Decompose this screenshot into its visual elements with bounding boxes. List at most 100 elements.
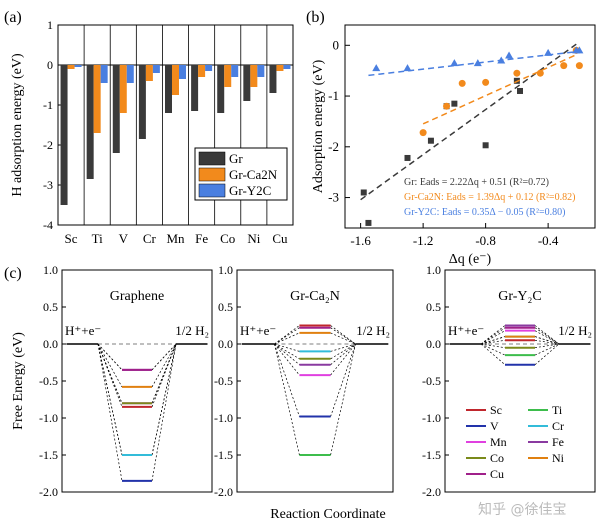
bar-gr-y2c-cr	[152, 65, 160, 73]
x-tick-label: Co	[220, 231, 235, 246]
x-tick-label: V	[119, 231, 129, 246]
connector	[534, 343, 560, 365]
connector	[534, 343, 560, 349]
connector	[151, 343, 177, 481]
connector	[480, 336, 506, 345]
y-tick-label: 0.5	[426, 300, 441, 314]
start-state-label: H⁺+e⁻	[448, 323, 484, 338]
y-axis-label: Adsorption energy (eV)	[311, 59, 326, 193]
subplot-title: Gr-Y₂C	[498, 289, 541, 304]
bar-gr-y2c-sc	[74, 65, 82, 67]
connector	[274, 343, 300, 360]
y-tick-label: -3	[43, 178, 53, 192]
legend-swatch	[198, 183, 226, 198]
connector	[480, 327, 506, 345]
subplot-title: Graphene	[110, 289, 164, 304]
fit-equation: Gr: Eads = 2.22Δq + 0.51 (R²=0.72)	[404, 177, 549, 188]
connector	[480, 343, 506, 349]
connector	[274, 343, 300, 365]
legend-label: Co	[490, 451, 504, 465]
connector	[274, 332, 300, 345]
bar-gr-cu	[269, 65, 277, 93]
connector	[274, 343, 300, 352]
legend-label: Gr-Y2C	[229, 183, 271, 198]
y-tick-label: -0.5	[422, 374, 441, 388]
connector	[97, 343, 123, 481]
connector	[480, 343, 506, 365]
legend-label: Fe	[552, 435, 564, 449]
end-state-label: 1/2 H₂	[558, 323, 592, 338]
connector	[330, 343, 356, 376]
x-tick-label: -0.4	[538, 233, 559, 248]
bar-gr-y2c-ti	[100, 65, 108, 83]
bar-gr-fe	[191, 65, 199, 111]
connector	[534, 325, 560, 345]
free-energy-chart: Free Energy (eV) Reaction Coordinate -2.0 -…	[11, 263, 596, 522]
x-tick-label: Cr	[143, 231, 157, 246]
y-tick-label: -2.0	[422, 485, 441, 499]
legend-label: Ti	[552, 403, 563, 417]
watermark: 知乎 @徐佳宝	[478, 501, 566, 518]
data-point-gr-ca2n	[458, 79, 466, 87]
y-tick-label: 0.5	[218, 300, 233, 314]
connector	[97, 343, 123, 371]
connector	[97, 343, 123, 408]
y-tick-label: -1.0	[422, 411, 441, 425]
y-tick-label: -4	[43, 218, 53, 232]
y-tick-label: -1	[328, 88, 339, 103]
y-tick-label: 0.0	[218, 337, 233, 351]
bar-gr-y2c-co	[231, 65, 239, 77]
x-axis-label: Reaction Coordinate	[270, 507, 385, 522]
legend-label: Mn	[490, 435, 507, 449]
bar-plot-frame	[57, 24, 294, 226]
connector	[97, 343, 123, 456]
y-tick-label: -1.5	[422, 448, 441, 462]
x-axis-label: Δq (e⁻)	[449, 252, 492, 267]
data-point-gr-y2c	[450, 59, 459, 67]
legend-label: V	[490, 419, 499, 433]
x-tick-label: Sc	[65, 231, 78, 246]
data-point-gr-ca2n	[536, 69, 544, 77]
bar-gr-ti	[86, 65, 94, 179]
connector	[480, 330, 506, 345]
bar-gr-cr	[138, 65, 146, 139]
data-point-gr-y2c	[575, 46, 584, 54]
data-point-gr-y2c	[544, 48, 553, 56]
y-axis-label: Free Energy (eV)	[11, 332, 26, 430]
bar-gr-ca2n-fe	[198, 65, 206, 77]
start-state-label: H⁺+e⁻	[240, 323, 276, 338]
data-point-gr	[517, 87, 523, 94]
data-point-gr-y2c	[505, 51, 514, 59]
y-tick-label: -2.0	[39, 485, 58, 499]
x-tick-label: -0.8	[475, 233, 496, 248]
y-tick-label: -0.5	[39, 374, 58, 388]
connector	[330, 343, 356, 352]
bar-gr-sc	[60, 65, 68, 205]
y-tick-label: -3	[328, 190, 339, 205]
connector	[330, 327, 356, 345]
fit-line-gr-y2c	[368, 50, 580, 77]
bar-gr-ca2n-v	[119, 65, 127, 113]
fit-line-gr-ca2n	[422, 54, 577, 125]
y-tick-label: 1.0	[218, 263, 233, 277]
x-tick-label: -1.2	[413, 233, 434, 248]
y-axis-label: H adsorption energy (eV)	[10, 53, 25, 197]
data-point-gr	[404, 154, 411, 161]
y-tick-label: 0	[333, 37, 340, 52]
data-point-gr	[365, 219, 372, 226]
bar-gr-ca2n-sc	[67, 65, 75, 69]
data-point-gr	[427, 137, 434, 144]
connector	[151, 343, 177, 388]
connector	[330, 343, 356, 456]
bar-gr-y2c-fe	[205, 65, 213, 71]
connector	[97, 343, 123, 404]
end-state-label: 1/2 H₂	[356, 323, 390, 338]
panel-label-c: (c)	[4, 265, 22, 282]
connector	[330, 343, 356, 417]
connector	[97, 343, 123, 388]
data-point-gr-ca2n	[560, 62, 568, 70]
bar-gr-y2c-ni	[257, 65, 265, 77]
bar-gr-ca2n-co	[224, 65, 232, 87]
data-point-gr	[451, 100, 458, 107]
